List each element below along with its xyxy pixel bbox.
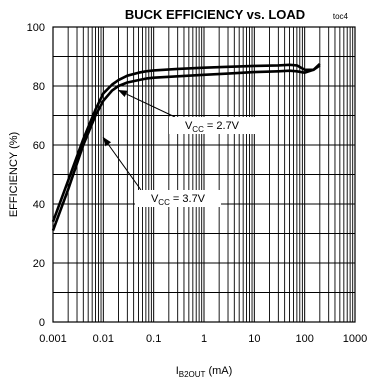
plot-frame	[52, 26, 356, 323]
annotation-box-1	[169, 117, 255, 134]
series-line-1	[51, 63, 321, 223]
annotation-arrowhead-2	[103, 137, 112, 147]
x-axis-label: IB2OUT (mA)	[176, 365, 233, 379]
x-tick-label: 1000	[343, 333, 367, 345]
annotation-leader-1	[117, 89, 176, 118]
tick-labels: 0.001 0.01 0.1 1 10 100 1000 0 20 40 60 80 100	[27, 22, 368, 345]
x-tick-label: 0.001	[39, 333, 67, 345]
annotation-arrowhead-1	[118, 90, 128, 98]
x-axis-label-sub: B2OUT	[179, 370, 206, 379]
x-tick-label: 0.01	[93, 333, 114, 345]
figure-tag: toc4	[333, 12, 349, 21]
x-tick-label: 10	[248, 333, 260, 345]
chart-title: BUCK EFFICIENCY vs. LOAD	[125, 7, 305, 22]
y-tick-label: 40	[33, 199, 45, 211]
series-label-1: VCC = 2.7V	[185, 120, 240, 134]
x-tick-label: 1	[201, 333, 207, 345]
y-tick-label: 20	[33, 258, 45, 270]
series-line-2	[51, 62, 321, 232]
series-lines	[51, 62, 321, 232]
series-label-2: VCC = 3.7V	[151, 193, 206, 207]
annotation-box-2	[135, 190, 221, 207]
x-axis-label-unit: (mA)	[205, 365, 232, 377]
y-tick-label: 100	[27, 22, 45, 34]
x-tick-label: 0.1	[146, 333, 161, 345]
y-axis-label: EFFICIENCY (%)	[8, 132, 20, 217]
series-annotations: VCC = 2.7V VCC = 3.7V	[102, 89, 255, 207]
y-tick-label: 60	[33, 140, 45, 152]
x-tick-label: 100	[295, 333, 313, 345]
y-tick-label: 80	[33, 81, 45, 93]
annotation-leader-2	[102, 136, 142, 191]
y-tick-label: 0	[39, 317, 45, 329]
x-axis-label-main: I	[176, 365, 179, 377]
